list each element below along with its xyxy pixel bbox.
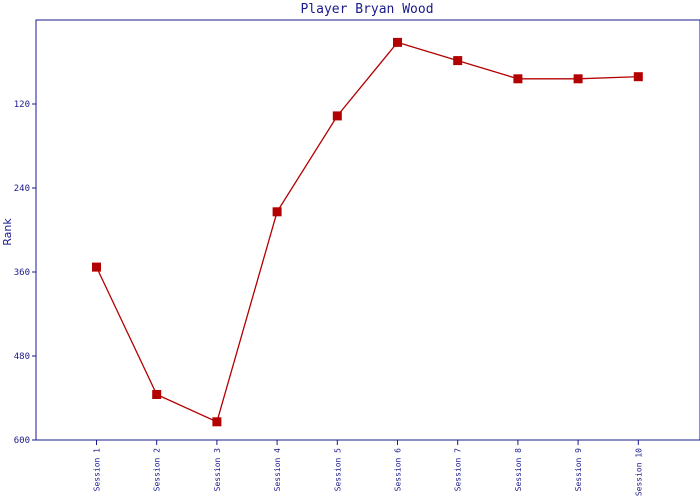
x-tick-label: Session 2 [153, 448, 162, 492]
data-point [152, 390, 162, 399]
data-point [393, 37, 402, 47]
x-tick-label: Session 10 [634, 448, 643, 496]
data-point [573, 74, 583, 84]
series-layer [92, 37, 643, 427]
chart-title: Player Bryan Wood [300, 2, 433, 17]
series-line [95, 41, 639, 423]
data-point [92, 262, 101, 272]
x-tick-label: Session 4 [273, 448, 282, 492]
x-tick-label: Session 1 [93, 448, 102, 492]
x-tick-label: Session 7 [454, 448, 463, 492]
y-tick-label: 120 [14, 100, 30, 110]
y-tick-label: 480 [14, 352, 30, 362]
data-point [272, 207, 282, 217]
x-tick-label: Session 6 [394, 448, 403, 492]
y-tick-label: 600 [14, 436, 30, 446]
data-point [453, 56, 463, 66]
x-axis: Session 1 Session 2 Session 3 Session 4 Sess… [93, 440, 643, 496]
x-tick-label: Session 9 [574, 448, 583, 492]
y-tick-label: 240 [14, 184, 30, 194]
y-tick-label: 360 [14, 268, 30, 278]
data-point [212, 417, 222, 427]
data-point [332, 111, 342, 121]
y-axis-label: Rank [1, 218, 14, 246]
plot-area [35, 19, 700, 441]
data-point [633, 72, 643, 82]
x-tick-label: Session 5 [333, 448, 342, 492]
x-tick-label: Session 3 [213, 448, 222, 492]
data-point [513, 74, 523, 84]
x-tick-label: Session 8 [514, 448, 523, 492]
y-axis: 120 240 360 480 600 [14, 100, 36, 446]
